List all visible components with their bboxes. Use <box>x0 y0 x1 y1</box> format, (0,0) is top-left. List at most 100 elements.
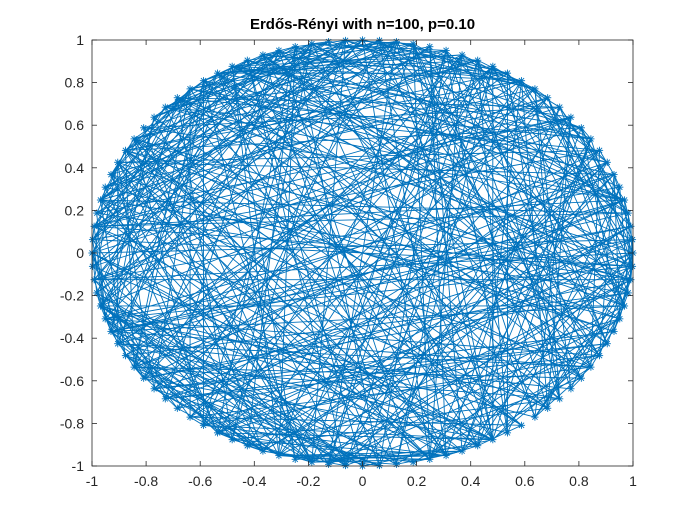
edge <box>311 305 625 463</box>
edge <box>117 343 508 434</box>
edge <box>278 97 549 456</box>
edge <box>125 149 631 281</box>
edge <box>125 116 572 357</box>
edge <box>96 212 431 460</box>
edge <box>461 366 592 452</box>
edge <box>231 66 296 460</box>
edge <box>278 279 632 456</box>
edge <box>379 40 536 418</box>
edge <box>412 43 625 307</box>
edge <box>100 199 592 368</box>
node-marker <box>577 124 585 132</box>
node-marker <box>130 363 138 371</box>
y-tick-label: 0.6 <box>65 117 85 133</box>
edge <box>91 106 560 254</box>
node-marker <box>556 395 564 403</box>
node-marker <box>616 315 624 323</box>
node-marker <box>587 363 595 371</box>
node-marker <box>544 94 552 102</box>
edge <box>92 46 431 267</box>
node-marker <box>426 43 434 51</box>
edge <box>217 318 620 434</box>
edge <box>125 150 397 465</box>
y-tick-label: -0.6 <box>60 373 84 389</box>
edge <box>559 107 632 280</box>
edge <box>477 60 561 399</box>
y-tick-label: -0.8 <box>60 415 84 431</box>
edge <box>134 366 582 379</box>
node-marker <box>627 276 635 284</box>
edge <box>262 54 508 74</box>
edge <box>547 97 633 267</box>
edge <box>153 43 312 118</box>
edge <box>362 439 493 467</box>
y-tick-label: 1 <box>76 32 84 48</box>
edge <box>362 39 600 356</box>
node-marker <box>114 340 122 348</box>
node-marker <box>392 38 401 46</box>
edge <box>110 174 264 452</box>
edge <box>534 292 629 418</box>
node-marker <box>121 352 130 360</box>
chart-title: Erdős-Rényi with n=100, p=0.10 <box>250 16 475 33</box>
node-marker <box>275 451 283 460</box>
edge <box>105 318 600 357</box>
node-marker <box>595 146 604 154</box>
edge <box>153 388 380 467</box>
edge <box>379 40 629 214</box>
edge <box>203 80 592 368</box>
node-marker <box>458 447 466 455</box>
node-marker <box>121 146 130 154</box>
node-marker <box>489 436 497 444</box>
node-marker <box>458 51 466 59</box>
edge <box>94 225 633 267</box>
edge <box>328 318 620 465</box>
edge <box>492 305 625 440</box>
edge <box>94 186 620 281</box>
node-marker <box>503 429 512 437</box>
edge <box>91 252 493 441</box>
node-marker <box>173 404 181 412</box>
edge <box>231 65 632 281</box>
edge <box>203 424 493 441</box>
edge <box>262 54 625 307</box>
edge <box>247 445 264 452</box>
node-marker <box>620 302 629 310</box>
edge <box>100 43 313 307</box>
edge <box>278 50 582 379</box>
edge <box>492 66 625 307</box>
edge <box>547 97 625 307</box>
edge <box>100 199 126 356</box>
y-tick-label: 0.8 <box>65 75 85 91</box>
nodes-layer <box>88 36 637 470</box>
edge <box>105 318 560 400</box>
edge <box>379 40 629 294</box>
node-marker <box>392 460 401 468</box>
edge <box>110 305 625 332</box>
edge <box>231 66 280 456</box>
edge <box>165 252 634 400</box>
edge <box>100 39 363 307</box>
x-tick-label: -0.6 <box>188 473 212 489</box>
edge <box>143 377 493 441</box>
node-marker <box>624 209 632 217</box>
edge <box>100 305 178 409</box>
edge <box>232 65 633 241</box>
x-tick-label: 0.8 <box>569 473 589 489</box>
edge <box>328 150 600 465</box>
edge <box>232 398 560 441</box>
edge <box>328 343 608 465</box>
edge <box>117 161 463 452</box>
edge <box>92 265 493 441</box>
node-marker <box>199 77 208 85</box>
edge <box>117 162 280 456</box>
edge <box>345 80 522 466</box>
edge <box>203 355 600 426</box>
edge <box>203 40 380 426</box>
edge <box>262 54 397 465</box>
edge <box>96 41 397 294</box>
edge <box>395 60 479 465</box>
node-marker <box>616 183 624 191</box>
edge <box>203 424 447 457</box>
